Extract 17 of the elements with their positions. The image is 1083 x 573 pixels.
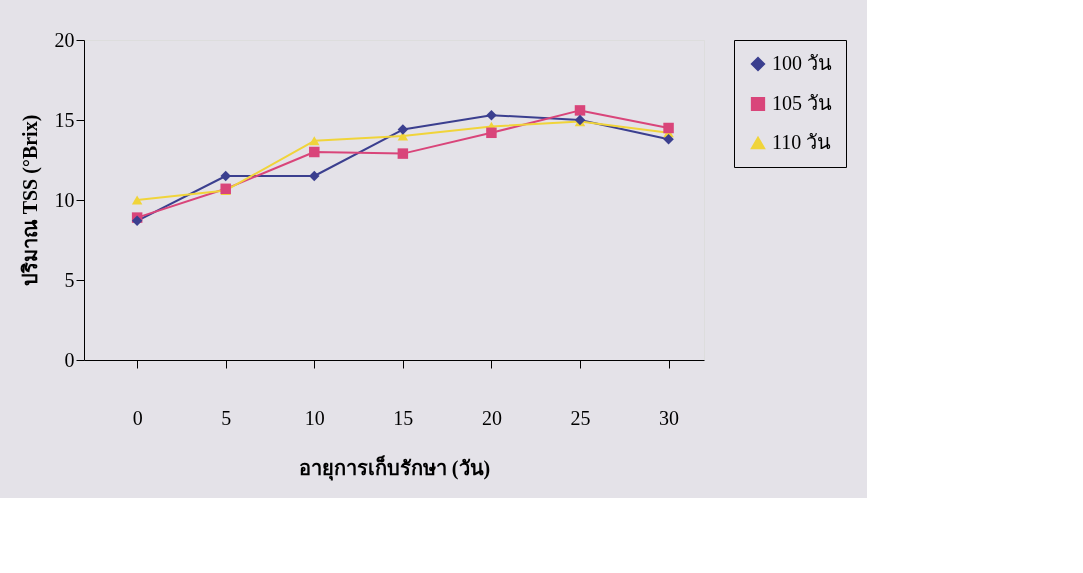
x-axis-title: อายุการเก็บรักษา (วัน) <box>298 454 491 481</box>
x-tick-label: 0 <box>132 406 143 429</box>
y-tick-label: 10 <box>54 188 75 211</box>
y-tick-label: 0 <box>64 348 75 371</box>
x-tick-label: 20 <box>481 406 502 429</box>
y-tick-label: 5 <box>64 268 75 291</box>
x-tick-label: 5 <box>221 406 232 429</box>
y-axis-title: ปริมาณ TSS (°Brix) <box>18 114 42 287</box>
x-tick-label: 25 <box>570 406 591 429</box>
legend-label: 110 วัน <box>772 131 832 153</box>
x-tick-label: 30 <box>659 406 680 429</box>
x-tick-label: 10 <box>304 406 325 429</box>
legend-label: 105 วัน <box>772 92 832 114</box>
x-tick-label: 15 <box>393 406 414 429</box>
legend-label: 100 วัน <box>772 52 832 74</box>
y-tick-label: 20 <box>54 28 75 51</box>
y-tick-label: 15 <box>54 108 75 131</box>
